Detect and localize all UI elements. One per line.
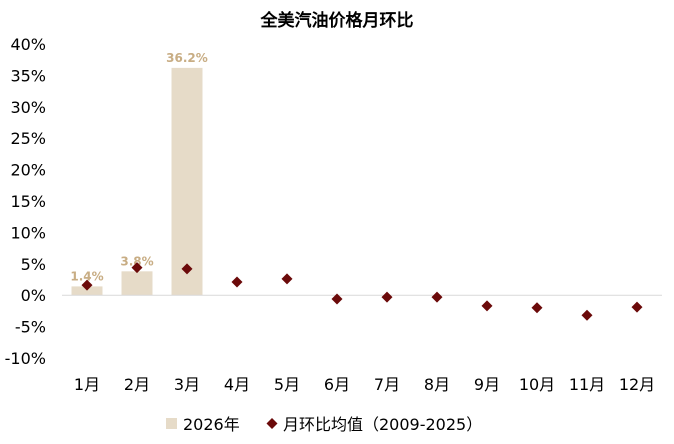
average-marker — [381, 291, 393, 303]
average-marker — [331, 293, 343, 305]
y-tick-label: 25% — [10, 129, 46, 148]
bar-data-label: 36.2% — [166, 51, 208, 65]
y-tick-label: 20% — [10, 161, 46, 180]
y-tick-label: 5% — [21, 255, 46, 274]
x-tick-label: 1月 — [74, 375, 100, 394]
y-tick-label: 35% — [10, 66, 46, 85]
x-tick-label: 4月 — [224, 375, 250, 394]
markers — [81, 262, 643, 321]
y-tick-label: -10% — [5, 349, 46, 368]
legend-diamond-marker — [266, 418, 278, 429]
average-marker — [631, 301, 643, 313]
x-tick-label: 8月 — [424, 375, 450, 394]
average-marker — [281, 273, 293, 285]
bar — [71, 286, 103, 296]
legend-bar-label: 2026年 — [183, 415, 240, 434]
x-tick-label: 7月 — [374, 375, 400, 394]
bar-data-label: 3.8% — [120, 254, 153, 268]
average-marker — [581, 309, 593, 321]
legend-diamond-label: 月环比均值（2009-2025） — [283, 415, 482, 434]
y-axis: 40% 35% 30% 25% 20% 15% 10% 5% 0% -5% -10% — [5, 35, 46, 368]
average-marker — [181, 263, 193, 275]
x-tick-label: 9月 — [474, 375, 500, 394]
x-tick-label: 5月 — [274, 375, 300, 394]
bars — [71, 67, 203, 296]
x-axis: 1月 2月 3月 4月 5月 6月 7月 8月 9月 10月 11月 12月 — [74, 375, 655, 394]
average-marker — [431, 291, 443, 303]
average-marker — [131, 262, 143, 274]
x-tick-label: 12月 — [619, 375, 655, 394]
y-tick-label: 40% — [10, 35, 46, 54]
y-tick-label: -5% — [15, 318, 46, 337]
data-labels: 1.4% 3.8% 36.2% — [70, 51, 207, 284]
x-tick-label: 3月 — [174, 375, 200, 394]
average-marker — [81, 279, 93, 291]
bar — [121, 271, 153, 296]
chart-title: 全美汽油价格月环比 — [260, 10, 414, 31]
x-tick-label: 10月 — [519, 375, 555, 394]
x-tick-label: 11月 — [569, 375, 605, 394]
legend-bar-swatch — [166, 418, 177, 429]
average-marker — [531, 302, 543, 314]
bar — [171, 67, 203, 296]
y-tick-label: 0% — [21, 286, 46, 305]
bar-data-label: 1.4% — [70, 269, 103, 283]
y-tick-label: 10% — [10, 223, 46, 242]
y-tick-label: 15% — [10, 192, 46, 211]
average-marker — [231, 276, 243, 288]
x-tick-label: 6月 — [324, 375, 350, 394]
y-tick-label: 30% — [10, 98, 46, 117]
x-tick-label: 2月 — [124, 375, 150, 394]
average-marker — [481, 300, 493, 312]
legend: 2026年 月环比均值（2009-2025） — [166, 415, 482, 434]
